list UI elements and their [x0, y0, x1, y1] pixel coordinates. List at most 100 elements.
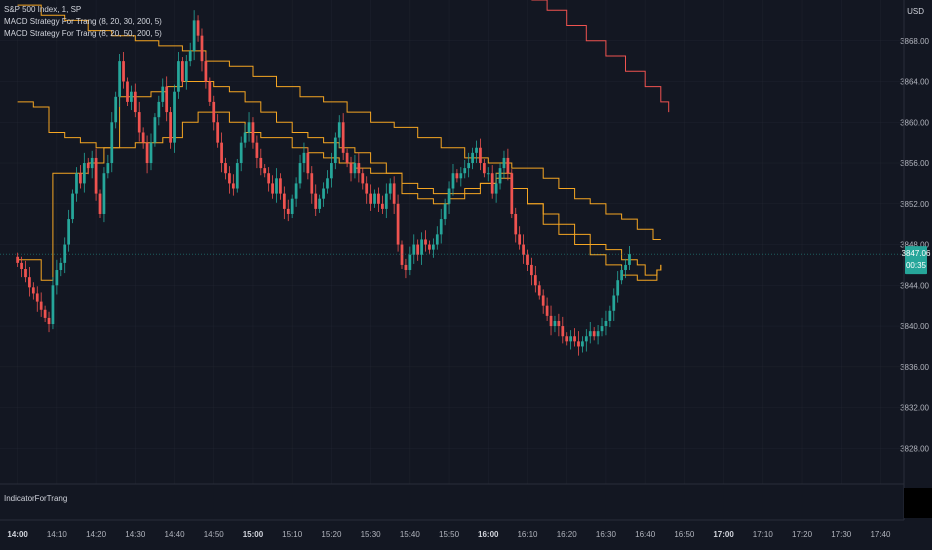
candle-body	[369, 193, 372, 204]
indicator-legend-1[interactable]: MACD Strategy For Trang (8, 20, 30, 200,…	[4, 17, 162, 26]
time-tick-label: 14:30	[125, 530, 146, 539]
candle-body	[330, 163, 333, 179]
candle-body	[620, 270, 623, 281]
candle-body	[435, 234, 439, 245]
time-tick-label: 16:40	[635, 530, 656, 539]
price-tick-label: 3844.00	[900, 281, 929, 290]
time-tick-label: 16:10	[517, 530, 538, 539]
candle-body	[365, 183, 369, 194]
candle-body	[94, 157, 98, 194]
candle-body	[282, 193, 286, 209]
candle-body	[357, 163, 361, 174]
candle-body	[28, 277, 31, 288]
candle-body	[494, 183, 498, 194]
candle-body	[153, 117, 157, 143]
time-tick-label: 14:50	[204, 530, 225, 539]
candle-body	[482, 163, 486, 174]
candle-body	[286, 208, 290, 214]
candle-body	[118, 61, 121, 97]
candle-body	[39, 301, 43, 310]
candle-body	[530, 264, 533, 276]
candle-body	[498, 168, 502, 184]
candle-body	[361, 173, 365, 184]
candle-body	[180, 61, 184, 82]
currency-label[interactable]: USD	[907, 7, 924, 16]
candle-body	[196, 20, 200, 36]
price-axis[interactable]: 3868.00 3864.00 3860.00 3856.00 3852.00 3848.…	[900, 37, 929, 454]
candle-body	[400, 244, 404, 265]
candle-body	[522, 244, 525, 255]
candle-body	[130, 91, 133, 102]
candle-body	[479, 147, 482, 164]
candle-body	[90, 157, 94, 169]
countdown-value: 00:35	[906, 261, 927, 270]
candle-body	[31, 287, 35, 294]
candle-body	[624, 264, 627, 271]
candle-body	[165, 86, 169, 113]
candle-body	[204, 61, 208, 82]
candle-body	[604, 320, 608, 327]
price-tick-label: 3852.00	[900, 200, 929, 209]
candle-body	[122, 61, 125, 82]
time-tick-label: 17:40	[870, 530, 891, 539]
candle-body	[463, 168, 467, 174]
candle-body	[314, 193, 318, 209]
time-tick-label: 17:10	[753, 530, 774, 539]
candle-body	[471, 152, 474, 164]
time-tick-label: 15:40	[400, 530, 421, 539]
time-tick-label: 17:30	[831, 530, 852, 539]
candle-body	[577, 341, 580, 347]
candle-body	[565, 336, 569, 342]
symbol-title[interactable]: S&P 500 Index, 1, SP	[4, 5, 82, 14]
time-axis[interactable]: 14:00 14:10 14:20 14:30 14:40 14:50 15:00 15:10…	[7, 530, 891, 539]
candle-body	[82, 163, 86, 184]
candle-body	[341, 122, 345, 153]
candle-body	[349, 163, 353, 174]
upper-red-line	[531, 0, 670, 113]
candle-body	[381, 203, 384, 209]
candle-body	[569, 336, 573, 342]
candle-body	[157, 101, 161, 118]
candle-body	[133, 91, 137, 113]
candle-body	[114, 96, 118, 123]
candle-body	[239, 142, 243, 164]
price-tick-label: 3864.00	[900, 78, 929, 87]
candle-body	[200, 35, 204, 62]
time-tick-label: 15:10	[282, 530, 303, 539]
candle-body	[404, 264, 408, 271]
candle-body	[59, 262, 63, 271]
candle-body	[557, 320, 561, 327]
lower-pane-label[interactable]: IndicatorForTrang	[4, 494, 68, 503]
candle-body	[177, 61, 180, 92]
candle-body	[502, 157, 506, 169]
candle-body	[145, 142, 149, 164]
time-tick-label: 17:20	[792, 530, 813, 539]
time-tick-label: 16:50	[674, 530, 695, 539]
candle-body	[428, 244, 431, 250]
upper-step-line	[17, 4, 661, 240]
candle-body	[247, 122, 251, 133]
candle-body	[184, 61, 188, 82]
lower-step-line	[17, 111, 662, 281]
candle-body	[573, 336, 576, 342]
candle-body	[541, 295, 545, 306]
candle-body	[518, 234, 522, 245]
candle-body	[553, 320, 557, 327]
candle-body	[16, 256, 20, 263]
candle-body	[106, 163, 110, 174]
candle-body	[294, 183, 298, 199]
time-tick-label: 15:20	[321, 530, 342, 539]
candle-body	[416, 244, 420, 255]
chart-legend: S&P 500 Index, 1, SP MACD Strategy For T…	[4, 4, 162, 40]
candle-body	[333, 137, 337, 164]
time-tick-label: 15:50	[439, 530, 460, 539]
candle-body	[392, 183, 396, 204]
candle-body	[459, 173, 463, 179]
candle-body	[255, 142, 259, 158]
candle-body	[514, 213, 518, 235]
candle-body	[596, 331, 600, 337]
indicator-legend-2[interactable]: MACD Strategy For Trang (8, 20, 50, 200,…	[4, 29, 162, 38]
candle-body	[235, 163, 239, 189]
price-tick-label: 3848.00	[900, 241, 929, 250]
